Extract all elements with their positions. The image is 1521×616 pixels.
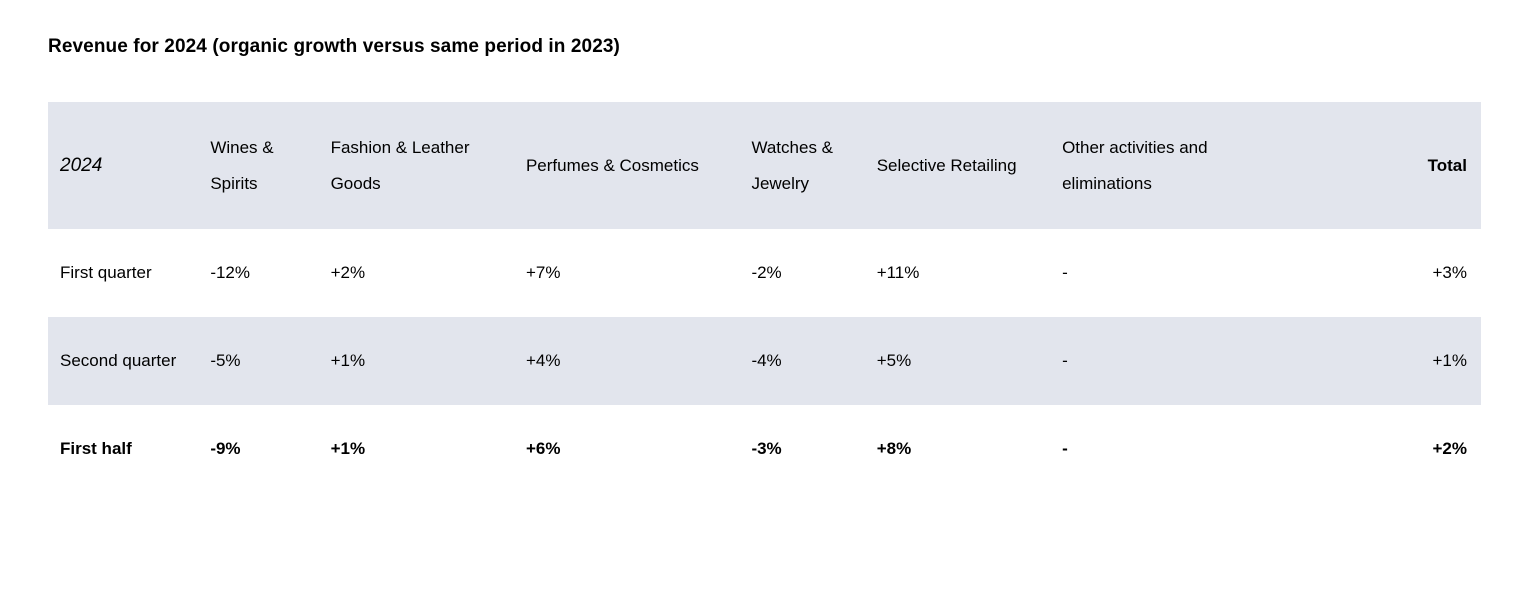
- table-cell: +6%: [514, 405, 739, 493]
- table-header-row: 2024Wines & SpiritsFashion & Leather Goo…: [48, 102, 1481, 229]
- table-column-header: Wines & Spirits: [198, 102, 318, 229]
- table-total-cell: +3%: [1291, 229, 1481, 317]
- table-cell: +2%: [319, 229, 514, 317]
- table-cell: -: [1050, 229, 1291, 317]
- table-cell: -3%: [739, 405, 864, 493]
- table-cell: +4%: [514, 317, 739, 405]
- table-cell: +8%: [865, 405, 1050, 493]
- table-cell: +5%: [865, 317, 1050, 405]
- table-year-cell: 2024: [48, 102, 198, 229]
- table-cell: -: [1050, 405, 1291, 493]
- table-column-header: Selective Retailing: [865, 102, 1050, 229]
- table-row: Second quarter-5%+1%+4%-4%+5%-+1%: [48, 317, 1481, 405]
- table-cell: -: [1050, 317, 1291, 405]
- table-row: First half-9%+1%+6%-3%+8%-+2%: [48, 405, 1481, 493]
- table-body: First quarter-12%+2%+7%-2%+11%-+3%Second…: [48, 229, 1481, 492]
- table-row: First quarter-12%+2%+7%-2%+11%-+3%: [48, 229, 1481, 317]
- page-title: Revenue for 2024 (organic growth versus …: [48, 36, 1481, 58]
- revenue-table: 2024Wines & SpiritsFashion & Leather Goo…: [48, 102, 1481, 492]
- table-head: 2024Wines & SpiritsFashion & Leather Goo…: [48, 102, 1481, 229]
- table-cell: -12%: [198, 229, 318, 317]
- table-cell: -2%: [739, 229, 864, 317]
- table-cell: -5%: [198, 317, 318, 405]
- table-cell: +1%: [319, 317, 514, 405]
- table-column-header: Perfumes & Cosmetics: [514, 102, 739, 229]
- table-column-header: Fashion & Leather Goods: [319, 102, 514, 229]
- row-label: First half: [48, 405, 198, 493]
- table-cell: -9%: [198, 405, 318, 493]
- table-cell: +7%: [514, 229, 739, 317]
- row-label: First quarter: [48, 229, 198, 317]
- table-total-cell: +2%: [1291, 405, 1481, 493]
- table-cell: +11%: [865, 229, 1050, 317]
- table-column-header: Watches & Jewelry: [739, 102, 864, 229]
- page-root: Revenue for 2024 (organic growth versus …: [0, 0, 1521, 532]
- table-total-header: Total: [1291, 102, 1481, 229]
- row-label: Second quarter: [48, 317, 198, 405]
- table-cell: -4%: [739, 317, 864, 405]
- table-cell: +1%: [319, 405, 514, 493]
- table-total-cell: +1%: [1291, 317, 1481, 405]
- table-column-header: Other activities and eliminations: [1050, 102, 1291, 229]
